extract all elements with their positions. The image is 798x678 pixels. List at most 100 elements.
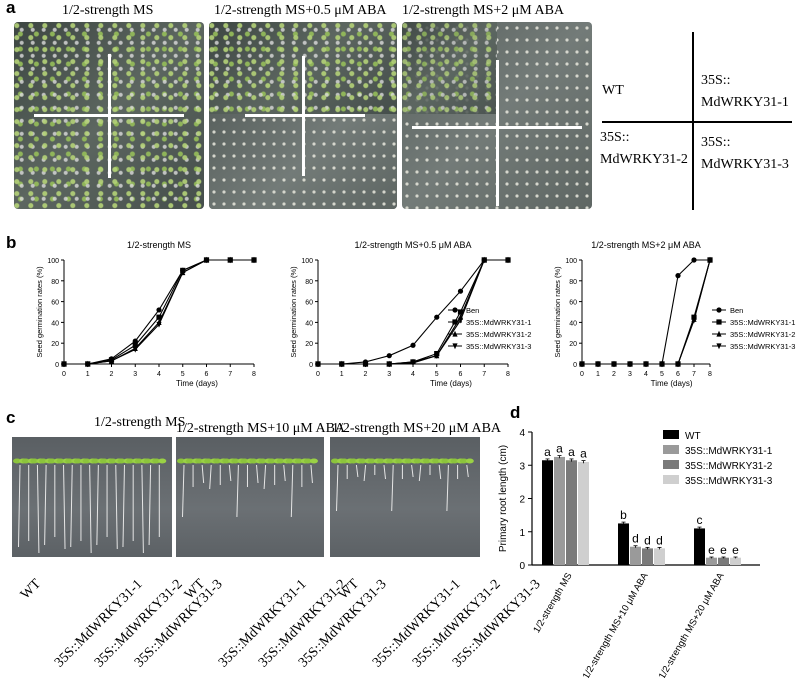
root-photo-title-3: 1/2-strength MS+20 μM ABA	[332, 421, 502, 436]
y-axis-label: Seed germination rates (%)	[35, 266, 44, 358]
significance-letter: e	[708, 543, 715, 557]
chart-germination-ms: 1/2-strength MS 0 20 40 60 80 100 0 1 2 3 4 5 6 7 8 Time…	[35, 240, 257, 388]
y-tick-label: 1	[519, 528, 525, 539]
data-point	[156, 314, 162, 320]
cotyledon	[108, 458, 117, 464]
panel-letter-a: a	[6, 0, 16, 17]
genotype-label: WT	[18, 576, 44, 603]
cotyledon	[386, 458, 395, 464]
bar	[542, 460, 553, 565]
x-tick-label: 4	[157, 371, 161, 378]
cotyledon	[340, 458, 349, 464]
data-point	[315, 361, 321, 368]
root	[256, 464, 259, 484]
legend-marker	[452, 307, 458, 313]
schematic-label-wt: WT	[602, 83, 624, 98]
x-tick-label: 6	[205, 371, 209, 378]
legend-marker	[452, 343, 458, 350]
legend-label: 35S::MdWRKY31-3	[466, 342, 531, 351]
x-tick-label: 8	[506, 371, 510, 378]
legend-label: 35S::MdWRKY31-1	[730, 318, 795, 327]
cotyledon	[285, 458, 294, 464]
plate-title-1: 1/2-strength MS	[62, 3, 154, 18]
cotyledon	[258, 458, 267, 464]
legend-label: 35S::MdWRKY31-3	[685, 476, 773, 487]
x-tick-label: 6	[676, 371, 680, 378]
x-tick-label: 2	[110, 371, 114, 378]
chart-title: 1/2-strength MS	[127, 240, 191, 250]
category-label: 1/2-strength MS+20 μM ABA	[657, 570, 727, 678]
y-tick-label: 0	[519, 561, 525, 572]
cotyledon	[186, 458, 195, 464]
root	[182, 464, 185, 518]
significance-letter: a	[556, 442, 563, 456]
data-point	[132, 346, 138, 353]
y-tick-label: 4	[519, 428, 525, 439]
schematic-label-line1: 35S:: MdWRKY31-1	[701, 73, 789, 110]
bar	[654, 548, 665, 565]
root	[466, 464, 469, 478]
significance-letter: e	[720, 543, 727, 557]
legend-label: Ben	[466, 306, 479, 315]
x-axis-label: Time (days)	[176, 379, 218, 388]
y-tick-label: 20	[51, 341, 59, 348]
bar	[630, 546, 641, 565]
data-point	[659, 361, 665, 368]
data-point	[457, 309, 464, 315]
root	[383, 464, 386, 480]
plate-title-3: 1/2-strength MS+2 μM ABA	[402, 3, 565, 18]
plate-photo-aba-2	[402, 22, 592, 209]
data-point	[180, 269, 186, 276]
panel-letter-b: b	[6, 233, 17, 252]
bar	[642, 548, 653, 565]
cotyledon	[450, 458, 459, 464]
cotyledon	[30, 458, 39, 464]
root	[18, 464, 21, 548]
cotyledon	[377, 458, 385, 464]
legend-label: WT	[685, 431, 701, 442]
cotyledon	[231, 458, 240, 464]
root	[228, 464, 232, 482]
data-point	[434, 314, 440, 320]
x-tick-label: 2	[364, 371, 368, 378]
y-tick-label: 2	[519, 495, 525, 506]
legend-label: 35S::MdWRKY31-3	[730, 342, 795, 351]
bar	[618, 523, 629, 565]
series-line	[582, 259, 710, 365]
data-point	[579, 361, 585, 368]
root	[310, 464, 313, 484]
x-tick-label: 5	[181, 371, 185, 378]
legend-label: 35S::MdWRKY31-1	[466, 318, 531, 327]
schematic-vertical-line	[692, 32, 694, 210]
series-line	[582, 259, 711, 365]
panel-letter-d: d	[510, 403, 521, 422]
y-tick-label: 40	[305, 320, 313, 327]
series-line	[582, 259, 711, 365]
root-photo-title-2: 1/2-strength MS+10 μM ABA	[176, 421, 346, 436]
root-photo-ms	[12, 437, 172, 557]
chart-germination-aba-2: 1/2-strength MS+2 μM ABA 0 20 40 60 80 100 0 1 2 3…	[553, 240, 795, 388]
root	[336, 464, 339, 512]
root	[411, 464, 414, 478]
root	[391, 464, 394, 512]
cotyledon	[65, 458, 74, 464]
root	[89, 464, 92, 554]
cotyledon	[395, 458, 404, 464]
y-tick-label: 60	[569, 300, 577, 307]
root	[290, 464, 294, 518]
y-tick-label: 80	[569, 279, 577, 286]
schematic-label-line3: 35S:: MdWRKY31-3	[701, 135, 789, 172]
plate-divider-v	[496, 60, 499, 206]
legend-marker	[716, 330, 722, 337]
cotyledon	[367, 458, 376, 464]
root	[96, 464, 99, 546]
x-tick-label: 5	[435, 371, 439, 378]
data-point	[457, 288, 464, 294]
significance-letter: b	[620, 508, 627, 522]
data-point	[707, 257, 713, 264]
cotyledon	[56, 458, 65, 464]
y-tick-label: 100	[565, 258, 577, 265]
y-tick-label: 80	[51, 279, 59, 286]
